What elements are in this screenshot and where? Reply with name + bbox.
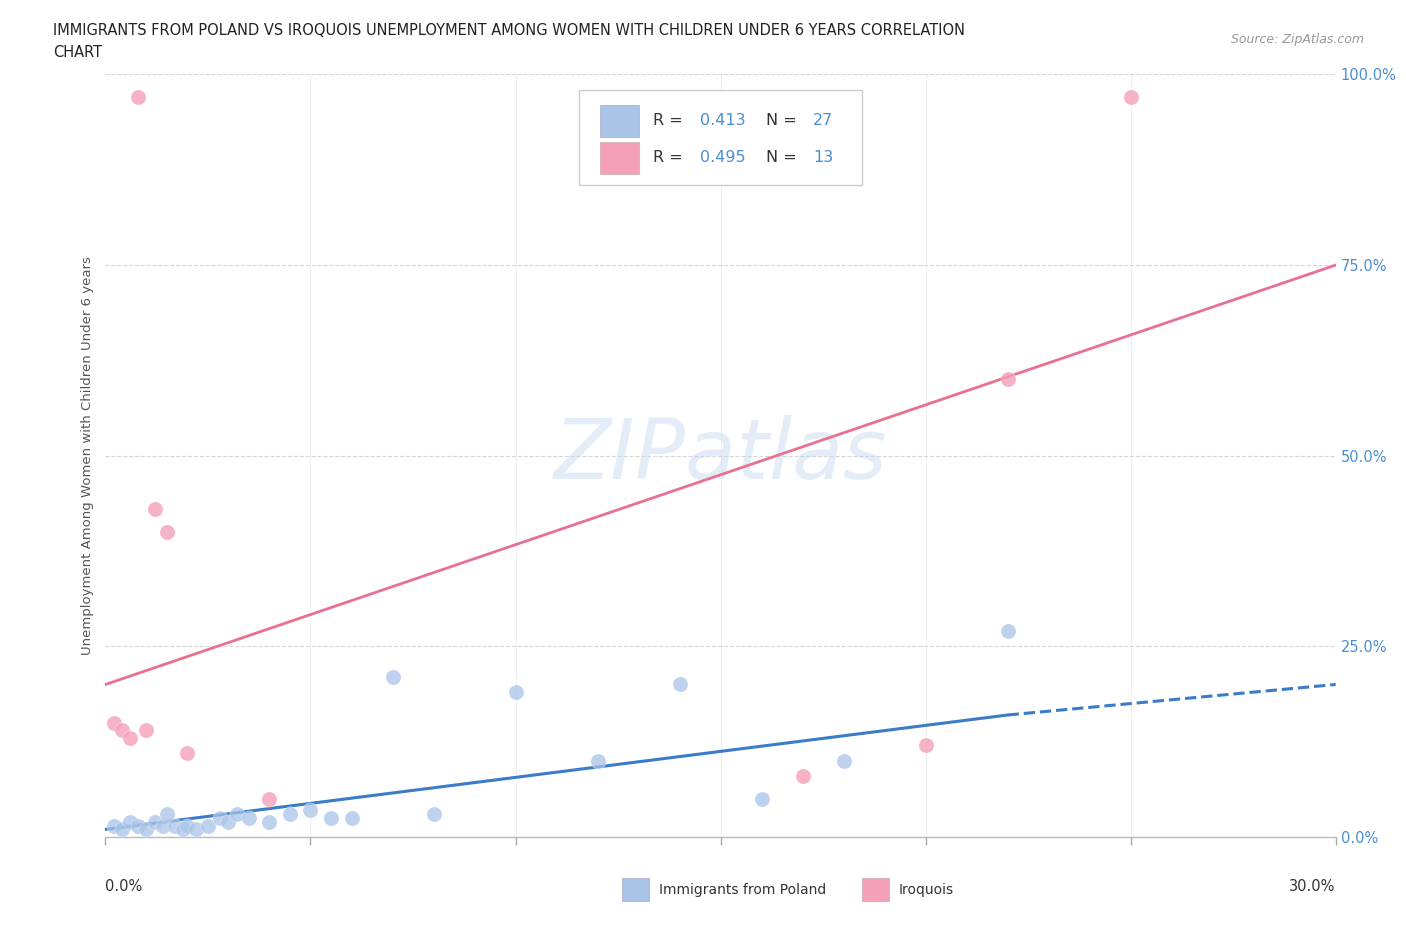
Text: ZIPatlas: ZIPatlas bbox=[554, 415, 887, 497]
Text: Immigrants from Poland: Immigrants from Poland bbox=[659, 883, 827, 897]
Point bbox=[832, 753, 855, 768]
Point bbox=[127, 818, 149, 833]
Point bbox=[997, 624, 1019, 639]
Point bbox=[152, 818, 174, 833]
Point bbox=[135, 822, 157, 837]
Text: 0.413: 0.413 bbox=[700, 113, 745, 128]
Point bbox=[120, 730, 141, 745]
Point bbox=[143, 815, 166, 830]
Point bbox=[259, 791, 281, 806]
Point bbox=[668, 677, 690, 692]
Point bbox=[505, 684, 527, 699]
Text: Source: ZipAtlas.com: Source: ZipAtlas.com bbox=[1230, 33, 1364, 46]
Point bbox=[143, 501, 166, 516]
Point bbox=[997, 372, 1019, 387]
Point bbox=[381, 670, 404, 684]
Text: R =: R = bbox=[652, 150, 683, 165]
Point bbox=[259, 815, 281, 830]
Point bbox=[586, 753, 609, 768]
Point bbox=[165, 818, 187, 833]
Point bbox=[319, 811, 342, 826]
Point bbox=[914, 738, 936, 753]
Text: 0.0%: 0.0% bbox=[105, 879, 142, 894]
Point bbox=[103, 818, 125, 833]
Point bbox=[751, 791, 773, 806]
Point bbox=[238, 811, 260, 826]
Point bbox=[176, 818, 198, 833]
Point bbox=[135, 723, 157, 737]
Point bbox=[184, 822, 207, 837]
Point bbox=[127, 90, 149, 105]
Point bbox=[176, 746, 198, 761]
Bar bbox=[621, 878, 650, 901]
Point bbox=[197, 818, 219, 833]
Text: 27: 27 bbox=[813, 113, 834, 128]
Text: N =: N = bbox=[766, 150, 797, 165]
Point bbox=[111, 723, 134, 737]
Point bbox=[120, 815, 141, 830]
Text: 30.0%: 30.0% bbox=[1289, 879, 1336, 894]
Text: R =: R = bbox=[652, 113, 683, 128]
Text: N =: N = bbox=[766, 113, 797, 128]
Text: Iroquois: Iroquois bbox=[898, 883, 955, 897]
Point bbox=[156, 525, 179, 539]
Point bbox=[299, 803, 322, 817]
Point bbox=[792, 768, 814, 783]
FancyBboxPatch shape bbox=[579, 89, 862, 185]
Text: CHART: CHART bbox=[53, 45, 103, 60]
Y-axis label: Unemployment Among Women with Children Under 6 years: Unemployment Among Women with Children U… bbox=[82, 257, 94, 655]
Text: 0.495: 0.495 bbox=[700, 150, 745, 165]
Point bbox=[209, 811, 232, 826]
Point bbox=[1119, 90, 1142, 105]
Bar bbox=[862, 878, 889, 901]
Bar bbox=[600, 105, 640, 137]
Point bbox=[172, 822, 194, 837]
Point bbox=[156, 806, 179, 821]
Point bbox=[111, 822, 134, 837]
Bar bbox=[600, 141, 640, 174]
Text: IMMIGRANTS FROM POLAND VS IROQUOIS UNEMPLOYMENT AMONG WOMEN WITH CHILDREN UNDER : IMMIGRANTS FROM POLAND VS IROQUOIS UNEMP… bbox=[53, 23, 966, 38]
Point bbox=[340, 811, 363, 826]
Point bbox=[278, 806, 301, 821]
Point bbox=[218, 815, 240, 830]
Point bbox=[103, 715, 125, 730]
Point bbox=[225, 806, 247, 821]
Text: 13: 13 bbox=[813, 150, 834, 165]
Point bbox=[422, 806, 444, 821]
